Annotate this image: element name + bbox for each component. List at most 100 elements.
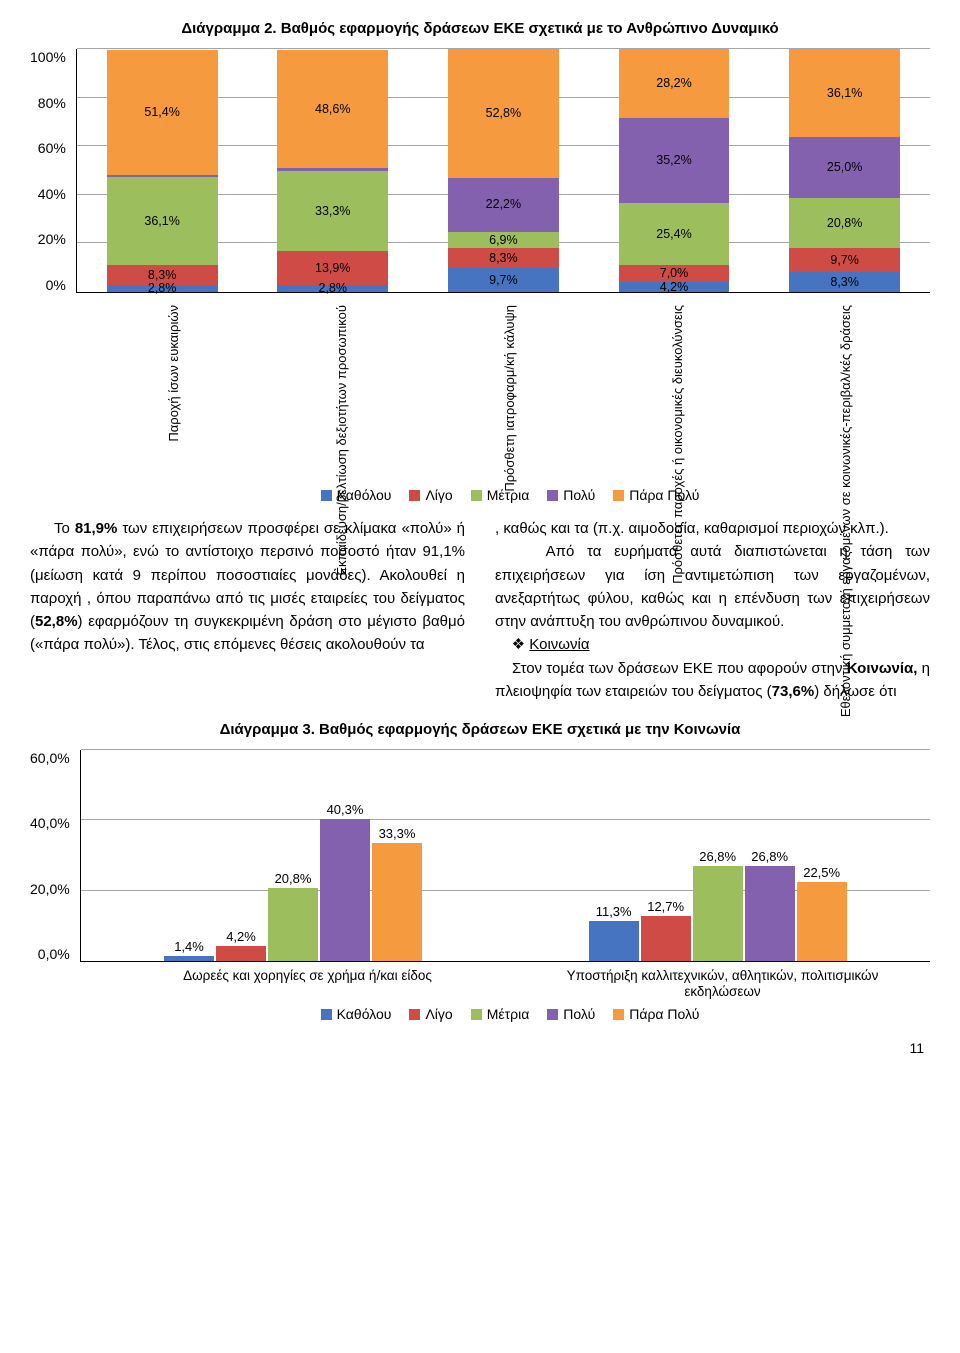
segment: 8,3% <box>448 248 559 268</box>
bar: 22,5% <box>797 750 847 961</box>
bar-value: 1,4% <box>174 939 204 954</box>
bar: 33,3% <box>372 750 422 961</box>
legend-item: Πολύ <box>547 487 595 503</box>
legend-item: Καθόλου <box>321 1006 392 1022</box>
bar-value: 4,2% <box>226 929 256 944</box>
bar: 40,3% <box>320 750 370 961</box>
y-tick: 80% <box>38 95 66 111</box>
chart1-plot: 51,4%36,1%8,3%2,8%48,6%33,3%13,9%2,8%52,… <box>76 49 930 293</box>
segment: 4,2% <box>619 282 730 292</box>
bar: 20,8% <box>268 750 318 961</box>
legend-label: Πάρα Πολύ <box>629 487 699 503</box>
segment: 51,4% <box>107 50 218 175</box>
legend-item: Πάρα Πολύ <box>613 487 699 503</box>
segment: 9,7% <box>448 268 559 292</box>
stack-column: 28,2%35,2%25,4%7,0%4,2% <box>619 49 730 292</box>
page-number: 11 <box>30 1040 930 1056</box>
bar-group: 11,3% 12,7% 26,8% 26,8% 22,5% <box>548 750 888 961</box>
bar-value: 26,8% <box>751 849 788 864</box>
legend-label: Πολύ <box>563 487 595 503</box>
bar-value: 26,8% <box>699 849 736 864</box>
bar: 12,7% <box>641 750 691 961</box>
body-left-column: Το 81,9% των επιχειρήσεων προσφέρει σε κ… <box>30 517 465 703</box>
y-tick: 0,0% <box>38 946 70 962</box>
y-tick: 40,0% <box>30 815 70 831</box>
category-label: Εκπαίδευση/βελτίωση δεξιοτήτων προσωπικο… <box>335 305 349 576</box>
bar-value: 40,3% <box>327 802 364 817</box>
legend-label: Λίγο <box>425 487 452 503</box>
legend-swatch <box>613 490 624 501</box>
category-label: Δωρεές και χορηγίες σε χρήμα ή/και είδος <box>142 968 474 1000</box>
category-label: Εθελοντική συμμετοχή εργαζομένων σε κοιν… <box>839 305 853 717</box>
segment: 35,2% <box>619 118 730 204</box>
bar: 26,8% <box>693 750 743 961</box>
y-tick: 100% <box>30 49 66 65</box>
y-tick: 60% <box>38 140 66 156</box>
legend-item: Λίγο <box>409 1006 452 1022</box>
category-label: Πρόσθετες παροχές ή οικονομικές διευκολύ… <box>671 305 685 584</box>
bar: 1,4% <box>164 750 214 961</box>
bar-value: 33,3% <box>379 826 416 841</box>
legend-label: Πολύ <box>563 1006 595 1022</box>
chart1-title: Διάγραμμα 2. Βαθμός εφαρμογής δράσεων ΕΚ… <box>30 20 930 37</box>
stack-column: 51,4%36,1%8,3%2,8% <box>107 49 218 292</box>
legend-label: Πάρα Πολύ <box>629 1006 699 1022</box>
chart2-title: Διάγραμμα 3. Βαθμός εφαρμογής δράσεων ΕΚ… <box>30 721 930 738</box>
legend-item: Καθόλου <box>321 487 392 503</box>
chart2-y-axis: 60,0% 40,0% 20,0% 0,0% <box>30 750 80 962</box>
bar-value: 20,8% <box>275 871 312 886</box>
legend-swatch <box>471 490 482 501</box>
stack-column: 36,1%25,0%20,8%9,7%8,3% <box>789 49 900 292</box>
body-right-column: , καθώς και τα (π.χ. αιμοδοσία, καθαρισμ… <box>495 517 930 703</box>
legend-item: Μέτρια <box>471 487 530 503</box>
y-tick: 60,0% <box>30 750 70 766</box>
segment: 2,8% <box>107 285 218 292</box>
segment: 52,8% <box>448 49 559 177</box>
chart2-category-labels: Δωρεές και χορηγίες σε χρήμα ή/και είδος… <box>100 968 930 1000</box>
segment: 2,8% <box>277 285 388 292</box>
legend-swatch <box>547 490 558 501</box>
chart2-plot: 1,4% 4,2% 20,8% 40,3% 33,3% 11,3% 12,7% 26,8% 26… <box>80 750 930 962</box>
legend-swatch <box>409 490 420 501</box>
legend-swatch <box>547 1009 558 1020</box>
segment: 20,8% <box>789 198 900 249</box>
bar: 11,3% <box>589 750 639 961</box>
y-tick: 0% <box>46 277 66 293</box>
chart1: 100%80%60%40%20%0% 51,4%36,1%8,3%2,8%48,… <box>30 49 930 293</box>
segment: 48,6% <box>277 50 388 168</box>
chart1-y-axis: 100%80%60%40%20%0% <box>30 49 76 293</box>
bar-value: 11,3% <box>596 904 632 919</box>
segment: 9,7% <box>789 248 900 272</box>
stack-column: 52,8%22,2%6,9%8,3%9,7% <box>448 49 559 292</box>
segment: 6,9% <box>448 232 559 249</box>
legend-item: Μέτρια <box>471 1006 530 1022</box>
y-tick: 20,0% <box>30 881 70 897</box>
segment: 22,2% <box>448 178 559 232</box>
segment: 36,1% <box>789 49 900 137</box>
bar-value: 22,5% <box>803 865 840 880</box>
chart1-category-labels: Παροχή ίσων ευκαιριώνΕκπαίδευση/βελτίωση… <box>90 301 930 481</box>
category-label: Πρόσθετη ιατροφαρμ/κή κάλυψη <box>503 305 517 492</box>
legend-swatch <box>321 490 332 501</box>
legend-label: Λίγο <box>425 1006 452 1022</box>
segment: 8,3% <box>789 272 900 292</box>
body-text: Το 81,9% των επιχειρήσεων προσφέρει σε κ… <box>30 517 930 703</box>
category-label: Παροχή ίσων ευκαιριών <box>167 305 181 442</box>
legend-item: Πάρα Πολύ <box>613 1006 699 1022</box>
legend-swatch <box>409 1009 420 1020</box>
bar-value: 12,7% <box>647 899 684 914</box>
segment: 33,3% <box>277 171 388 252</box>
y-tick: 20% <box>38 231 66 247</box>
segment: 28,2% <box>619 49 730 118</box>
legend-label: Μέτρια <box>487 1006 530 1022</box>
legend-swatch <box>471 1009 482 1020</box>
legend-item: Πολύ <box>547 1006 595 1022</box>
stack-column: 48,6%33,3%13,9%2,8% <box>277 49 388 292</box>
segment: 25,0% <box>789 137 900 198</box>
legend-item: Λίγο <box>409 487 452 503</box>
bar: 4,2% <box>216 750 266 961</box>
legend-swatch <box>613 1009 624 1020</box>
legend-swatch <box>321 1009 332 1020</box>
segment: 25,4% <box>619 203 730 265</box>
legend-label: Καθόλου <box>337 1006 392 1022</box>
